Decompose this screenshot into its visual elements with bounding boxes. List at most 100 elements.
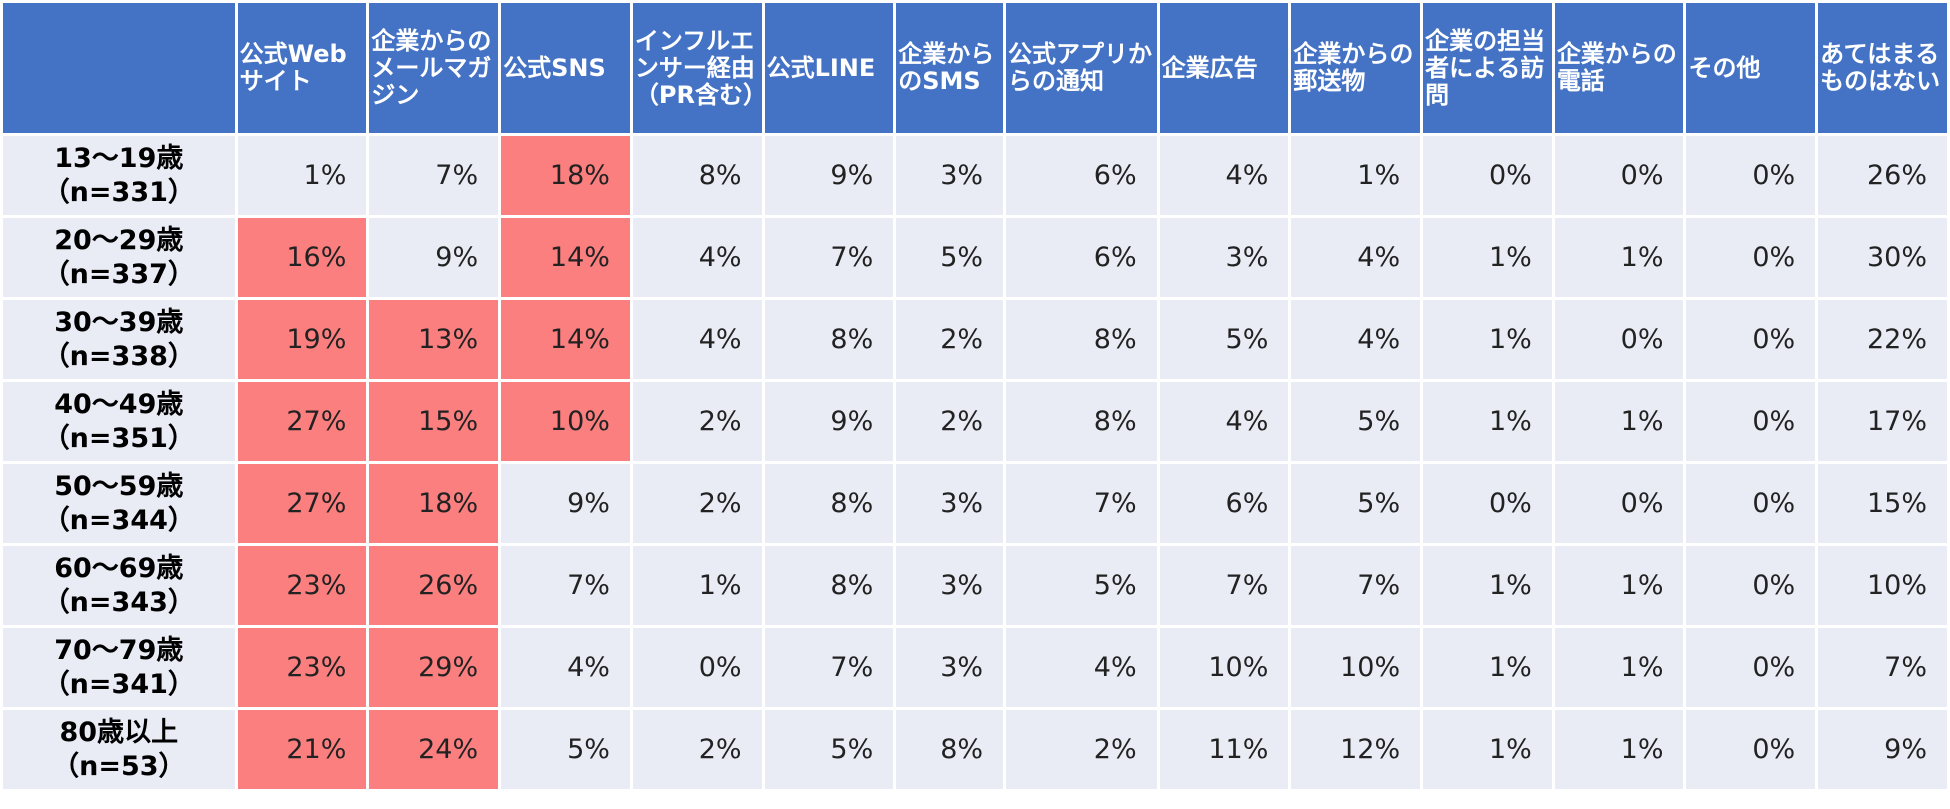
- row-header: 80歳以上 （n=53）: [3, 710, 235, 789]
- survey-table-container: 公式Webサイト 企業からのメールマガジン 公式SNS インフルエンサー経由（PR含む…: [3, 3, 1947, 789]
- header-row: 公式Webサイト 企業からのメールマガジン 公式SNS インフルエンサー経由（PR含む…: [3, 3, 1947, 133]
- value-cell: 1%: [237, 136, 367, 215]
- table-row: 80歳以上 （n=53） 21% 24% 5% 2% 5% 8% 2% 11% 12% 1% 1% 0% 9…: [3, 710, 1947, 789]
- column-header: 公式LINE: [764, 3, 894, 133]
- column-header: 企業の担当者による訪問: [1423, 3, 1552, 133]
- value-cell: 1%: [1423, 218, 1552, 297]
- value-cell: 7%: [369, 136, 499, 215]
- value-cell: 1%: [1291, 136, 1421, 215]
- value-cell-highlighted: 13%: [369, 300, 499, 379]
- value-cell: 0%: [1423, 464, 1552, 543]
- value-cell: 9%: [501, 464, 630, 543]
- value-cell: 0%: [1686, 628, 1816, 707]
- column-header: インフルエンサー経由（PR含む）: [632, 3, 762, 133]
- value-cell: 12%: [1291, 710, 1421, 789]
- column-header: あてはまるものはない: [1818, 3, 1947, 133]
- value-cell-highlighted: 27%: [237, 464, 367, 543]
- value-cell: 4%: [1159, 136, 1289, 215]
- sample-size-label: （n=53）: [52, 750, 186, 782]
- value-cell: 22%: [1818, 300, 1947, 379]
- row-header: 50～59歳 （n=344）: [3, 464, 235, 543]
- value-cell-highlighted: 27%: [237, 382, 367, 461]
- table-row: 70～79歳 （n=341） 23% 29% 4% 0% 7% 3% 4% 10% 10% 1% 1% 0…: [3, 628, 1947, 707]
- value-cell: 6%: [1006, 136, 1157, 215]
- value-cell: 4%: [1159, 382, 1289, 461]
- value-cell: 3%: [896, 546, 1004, 625]
- age-group-label: 20～29歳: [54, 224, 184, 256]
- survey-table: 公式Webサイト 企業からのメールマガジン 公式SNS インフルエンサー経由（PR含む…: [3, 3, 1947, 789]
- sample-size-label: （n=351）: [42, 422, 195, 454]
- age-group-label: 40～49歳: [54, 388, 184, 420]
- table-row: 60～69歳 （n=343） 23% 26% 7% 1% 8% 3% 5% 7% 7% 1% 1% 0% 1…: [3, 546, 1947, 625]
- value-cell: 0%: [1554, 136, 1684, 215]
- value-cell: 7%: [764, 628, 894, 707]
- value-cell-highlighted: 14%: [501, 300, 630, 379]
- value-cell-highlighted: 15%: [369, 382, 499, 461]
- value-cell: 0%: [1686, 136, 1816, 215]
- value-cell: 0%: [1686, 710, 1816, 789]
- value-cell: 2%: [896, 300, 1004, 379]
- value-cell: 11%: [1159, 710, 1289, 789]
- value-cell: 1%: [1554, 628, 1684, 707]
- value-cell: 2%: [632, 710, 762, 789]
- sample-size-label: （n=344）: [42, 504, 195, 536]
- value-cell-highlighted: 26%: [369, 546, 499, 625]
- value-cell: 4%: [632, 218, 762, 297]
- value-cell: 1%: [1423, 300, 1552, 379]
- row-header: 13～19歳 （n=331）: [3, 136, 235, 215]
- sample-size-label: （n=331）: [42, 176, 195, 208]
- value-cell: 1%: [1423, 546, 1552, 625]
- value-cell: 8%: [764, 464, 894, 543]
- value-cell: 5%: [1291, 382, 1421, 461]
- value-cell-highlighted: 19%: [237, 300, 367, 379]
- row-header: 70～79歳 （n=341）: [3, 628, 235, 707]
- column-header: 企業からのSMS: [896, 3, 1004, 133]
- row-header: 20～29歳 （n=337）: [3, 218, 235, 297]
- value-cell: 10%: [1291, 628, 1421, 707]
- value-cell: 5%: [501, 710, 630, 789]
- value-cell: 5%: [896, 218, 1004, 297]
- value-cell: 9%: [764, 382, 894, 461]
- value-cell: 7%: [1818, 628, 1947, 707]
- value-cell-highlighted: 29%: [369, 628, 499, 707]
- value-cell-highlighted: 16%: [237, 218, 367, 297]
- value-cell: 26%: [1818, 136, 1947, 215]
- value-cell: 5%: [1006, 546, 1157, 625]
- value-cell: 5%: [764, 710, 894, 789]
- value-cell: 1%: [1554, 546, 1684, 625]
- value-cell: 3%: [896, 136, 1004, 215]
- value-cell: 30%: [1818, 218, 1947, 297]
- value-cell: 4%: [632, 300, 762, 379]
- value-cell-highlighted: 10%: [501, 382, 630, 461]
- age-group-label: 80歳以上: [59, 716, 179, 748]
- value-cell: 2%: [1006, 710, 1157, 789]
- value-cell: 8%: [764, 546, 894, 625]
- age-group-label: 50～59歳: [54, 470, 184, 502]
- sample-size-label: （n=338）: [42, 340, 195, 372]
- value-cell: 1%: [1423, 628, 1552, 707]
- value-cell: 7%: [1291, 546, 1421, 625]
- sample-size-label: （n=343）: [42, 586, 195, 618]
- value-cell: 17%: [1818, 382, 1947, 461]
- value-cell: 4%: [1006, 628, 1157, 707]
- sample-size-label: （n=341）: [42, 668, 195, 700]
- value-cell: 1%: [1554, 382, 1684, 461]
- value-cell: 0%: [1686, 218, 1816, 297]
- row-header: 40～49歳 （n=351）: [3, 382, 235, 461]
- value-cell: 7%: [1159, 546, 1289, 625]
- value-cell: 6%: [1159, 464, 1289, 543]
- value-cell: 2%: [632, 464, 762, 543]
- age-group-label: 30～39歳: [54, 306, 184, 338]
- column-header: 公式SNS: [501, 3, 630, 133]
- value-cell: 7%: [764, 218, 894, 297]
- table-row: 13～19歳 （n=331） 1% 7% 18% 8% 9% 3% 6% 4% 1% 0% 0% 0% 26…: [3, 136, 1947, 215]
- value-cell: 0%: [1686, 300, 1816, 379]
- column-header: 公式Webサイト: [237, 3, 367, 133]
- value-cell-highlighted: 14%: [501, 218, 630, 297]
- value-cell: 0%: [1554, 300, 1684, 379]
- table-row: 30～39歳 （n=338） 19% 13% 14% 4% 8% 2% 8% 5% 4% 1% 0% 0%…: [3, 300, 1947, 379]
- row-header: 30～39歳 （n=338）: [3, 300, 235, 379]
- value-cell: 9%: [369, 218, 499, 297]
- value-cell-highlighted: 23%: [237, 546, 367, 625]
- value-cell: 2%: [896, 382, 1004, 461]
